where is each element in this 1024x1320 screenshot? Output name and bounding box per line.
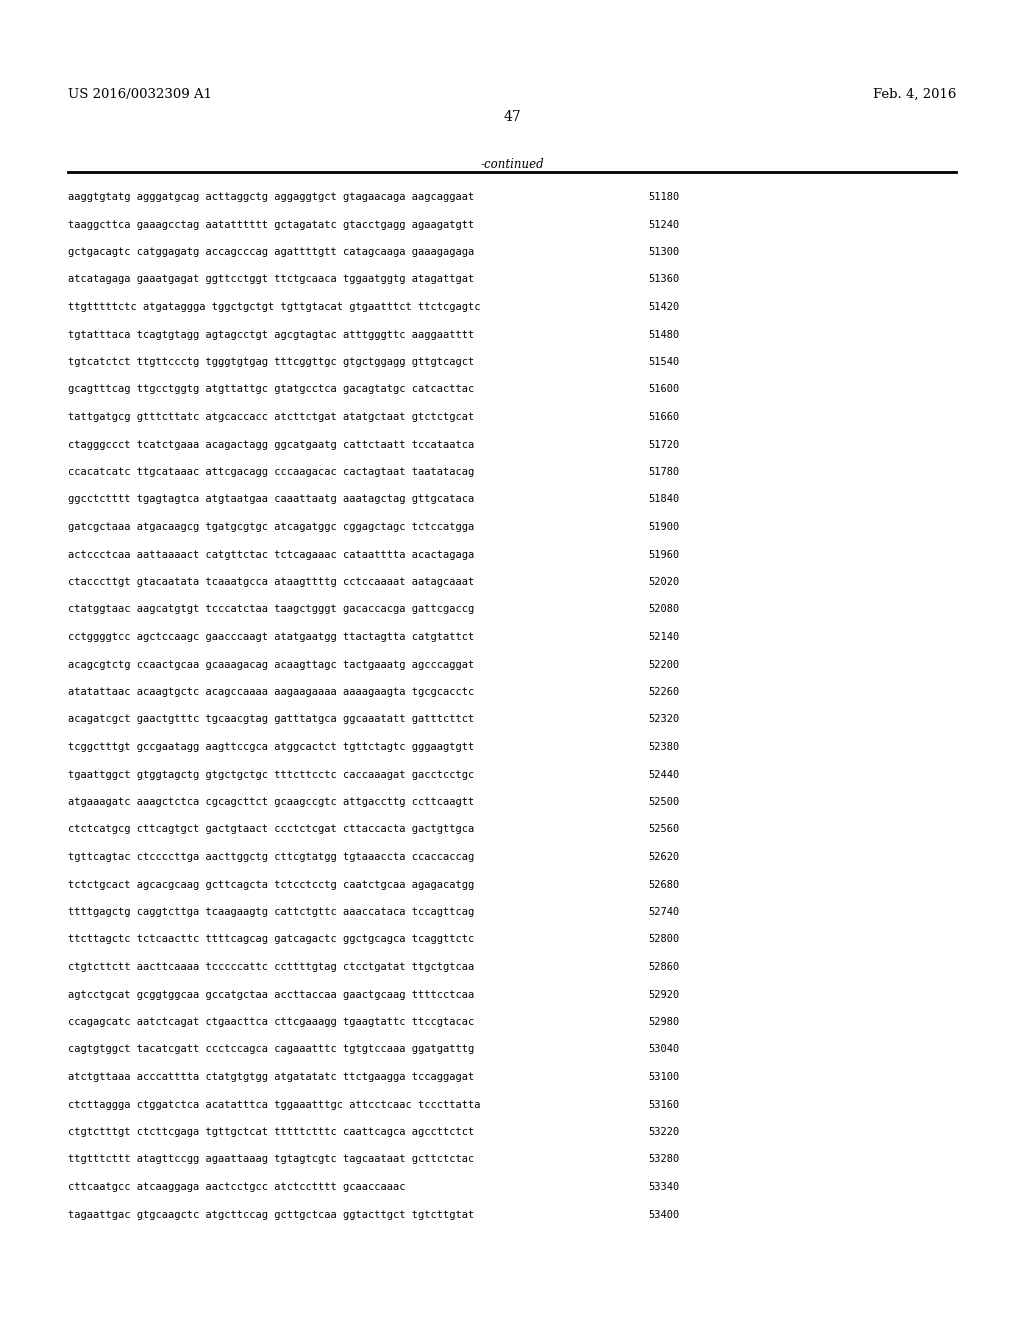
Text: atatattaac acaagtgctc acagccaaaa aagaagaaaa aaaagaagta tgcgcacctc: atatattaac acaagtgctc acagccaaaa aagaaga… xyxy=(68,686,474,697)
Text: 51240: 51240 xyxy=(648,219,679,230)
Text: 51480: 51480 xyxy=(648,330,679,339)
Text: 51840: 51840 xyxy=(648,495,679,504)
Text: 51600: 51600 xyxy=(648,384,679,395)
Text: 52860: 52860 xyxy=(648,962,679,972)
Text: 52800: 52800 xyxy=(648,935,679,945)
Text: 52620: 52620 xyxy=(648,851,679,862)
Text: ctgtcttctt aacttcaaaa tcccccattc ccttttgtag ctcctgatat ttgctgtcaa: ctgtcttctt aacttcaaaa tcccccattc ccttttg… xyxy=(68,962,474,972)
Text: 51420: 51420 xyxy=(648,302,679,312)
Text: ttgtttttctc atgataggga tggctgctgt tgttgtacat gtgaatttct ttctcgagtc: ttgtttttctc atgataggga tggctgctgt tgttgt… xyxy=(68,302,480,312)
Text: acagcgtctg ccaactgcaa gcaaagacag acaagttagc tactgaaatg agcccaggat: acagcgtctg ccaactgcaa gcaaagacag acaagtt… xyxy=(68,660,474,669)
Text: atctgttaaa acccatttta ctatgtgtgg atgatatatc ttctgaagga tccaggagat: atctgttaaa acccatttta ctatgtgtgg atgatat… xyxy=(68,1072,474,1082)
Text: agtcctgcat gcggtggcaa gccatgctaa accttaccaa gaactgcaag ttttcctcaa: agtcctgcat gcggtggcaa gccatgctaa accttac… xyxy=(68,990,474,999)
Text: gcagtttcag ttgcctggtg atgttattgc gtatgcctca gacagtatgc catcacttac: gcagtttcag ttgcctggtg atgttattgc gtatgcc… xyxy=(68,384,474,395)
Text: Feb. 4, 2016: Feb. 4, 2016 xyxy=(872,88,956,102)
Text: actccctcaa aattaaaact catgttctac tctcagaaac cataatttta acactagaga: actccctcaa aattaaaact catgttctac tctcaga… xyxy=(68,549,474,560)
Text: atgaaagatc aaagctctca cgcagcttct gcaagccgtc attgaccttg ccttcaagtt: atgaaagatc aaagctctca cgcagcttct gcaagcc… xyxy=(68,797,474,807)
Text: tcggctttgt gccgaatagg aagttccgca atggcactct tgttctagtc gggaagtgtt: tcggctttgt gccgaatagg aagttccgca atggcac… xyxy=(68,742,474,752)
Text: 52020: 52020 xyxy=(648,577,679,587)
Text: tctctgcact agcacgcaag gcttcagcta tctcctcctg caatctgcaa agagacatgg: tctctgcact agcacgcaag gcttcagcta tctcctc… xyxy=(68,879,474,890)
Text: tagaattgac gtgcaagctc atgcttccag gcttgctcaa ggtacttgct tgtcttgtat: tagaattgac gtgcaagctc atgcttccag gcttgct… xyxy=(68,1209,474,1220)
Text: ttttgagctg caggtcttga tcaagaagtg cattctgttc aaaccataca tccagttcag: ttttgagctg caggtcttga tcaagaagtg cattctg… xyxy=(68,907,474,917)
Text: tgtcatctct ttgttccctg tgggtgtgag tttcggttgc gtgctggagg gttgtcagct: tgtcatctct ttgttccctg tgggtgtgag tttcggt… xyxy=(68,356,474,367)
Text: tgaattggct gtggtagctg gtgctgctgc tttcttcctc caccaaagat gacctcctgc: tgaattggct gtggtagctg gtgctgctgc tttcttc… xyxy=(68,770,474,780)
Text: aaggtgtatg agggatgcag acttaggctg aggaggtgct gtagaacaga aagcaggaat: aaggtgtatg agggatgcag acttaggctg aggaggt… xyxy=(68,191,474,202)
Text: 53400: 53400 xyxy=(648,1209,679,1220)
Text: -continued: -continued xyxy=(480,158,544,172)
Text: 52320: 52320 xyxy=(648,714,679,725)
Text: 53100: 53100 xyxy=(648,1072,679,1082)
Text: tattgatgcg gtttcttatc atgcaccacc atcttctgat atatgctaat gtctctgcat: tattgatgcg gtttcttatc atgcaccacc atcttct… xyxy=(68,412,474,422)
Text: 52080: 52080 xyxy=(648,605,679,615)
Text: 53280: 53280 xyxy=(648,1155,679,1164)
Text: 53340: 53340 xyxy=(648,1181,679,1192)
Text: 52500: 52500 xyxy=(648,797,679,807)
Text: 51780: 51780 xyxy=(648,467,679,477)
Text: ccagagcatc aatctcagat ctgaacttca cttcgaaagg tgaagtattc ttccgtacac: ccagagcatc aatctcagat ctgaacttca cttcgaa… xyxy=(68,1016,474,1027)
Text: ttcttagctc tctcaacttc ttttcagcag gatcagactc ggctgcagca tcaggttctc: ttcttagctc tctcaacttc ttttcagcag gatcaga… xyxy=(68,935,474,945)
Text: cctggggtcc agctccaagc gaacccaagt atatgaatgg ttactagtta catgtattct: cctggggtcc agctccaagc gaacccaagt atatgaa… xyxy=(68,632,474,642)
Text: 52260: 52260 xyxy=(648,686,679,697)
Text: ctgtctttgt ctcttcgaga tgttgctcat tttttctttc caattcagca agccttctct: ctgtctttgt ctcttcgaga tgttgctcat tttttct… xyxy=(68,1127,474,1137)
Text: cttcaatgcc atcaaggaga aactcctgcc atctcctttt gcaaccaaac: cttcaatgcc atcaaggaga aactcctgcc atctcct… xyxy=(68,1181,406,1192)
Text: ctacccttgt gtacaatata tcaaatgcca ataagttttg cctccaaaat aatagcaaat: ctacccttgt gtacaatata tcaaatgcca ataagtt… xyxy=(68,577,474,587)
Text: 52680: 52680 xyxy=(648,879,679,890)
Text: gctgacagtc catggagatg accagcccag agattttgtt catagcaaga gaaagagaga: gctgacagtc catggagatg accagcccag agatttt… xyxy=(68,247,474,257)
Text: 52980: 52980 xyxy=(648,1016,679,1027)
Text: 51360: 51360 xyxy=(648,275,679,285)
Text: 52560: 52560 xyxy=(648,825,679,834)
Text: 52920: 52920 xyxy=(648,990,679,999)
Text: 51900: 51900 xyxy=(648,521,679,532)
Text: 52140: 52140 xyxy=(648,632,679,642)
Text: 51540: 51540 xyxy=(648,356,679,367)
Text: 52380: 52380 xyxy=(648,742,679,752)
Text: 51180: 51180 xyxy=(648,191,679,202)
Text: ggcctctttt tgagtagtca atgtaatgaa caaattaatg aaatagctag gttgcataca: ggcctctttt tgagtagtca atgtaatgaa caaatta… xyxy=(68,495,474,504)
Text: 53040: 53040 xyxy=(648,1044,679,1055)
Text: tgttcagtac ctccccttga aacttggctg cttcgtatgg tgtaaaccta ccaccaccag: tgttcagtac ctccccttga aacttggctg cttcgta… xyxy=(68,851,474,862)
Text: 52740: 52740 xyxy=(648,907,679,917)
Text: 51300: 51300 xyxy=(648,247,679,257)
Text: ccacatcatc ttgcataaac attcgacagg cccaagacac cactagtaat taatatacag: ccacatcatc ttgcataaac attcgacagg cccaaga… xyxy=(68,467,474,477)
Text: 51960: 51960 xyxy=(648,549,679,560)
Text: 53220: 53220 xyxy=(648,1127,679,1137)
Text: 53160: 53160 xyxy=(648,1100,679,1110)
Text: US 2016/0032309 A1: US 2016/0032309 A1 xyxy=(68,88,212,102)
Text: tgtatttaca tcagtgtagg agtagcctgt agcgtagtac atttgggttc aaggaatttt: tgtatttaca tcagtgtagg agtagcctgt agcgtag… xyxy=(68,330,474,339)
Text: cagtgtggct tacatcgatt ccctccagca cagaaatttc tgtgtccaaa ggatgatttg: cagtgtggct tacatcgatt ccctccagca cagaaat… xyxy=(68,1044,474,1055)
Text: atcatagaga gaaatgagat ggttcctggt ttctgcaaca tggaatggtg atagattgat: atcatagaga gaaatgagat ggttcctggt ttctgca… xyxy=(68,275,474,285)
Text: ttgtttcttt atagttccgg agaattaaag tgtagtcgtc tagcaataat gcttctctac: ttgtttcttt atagttccgg agaattaaag tgtagtc… xyxy=(68,1155,474,1164)
Text: ctctcatgcg cttcagtgct gactgtaact ccctctcgat cttaccacta gactgttgca: ctctcatgcg cttcagtgct gactgtaact ccctctc… xyxy=(68,825,474,834)
Text: gatcgctaaa atgacaagcg tgatgcgtgc atcagatggc cggagctagc tctccatgga: gatcgctaaa atgacaagcg tgatgcgtgc atcagat… xyxy=(68,521,474,532)
Text: 52440: 52440 xyxy=(648,770,679,780)
Text: ctcttaggga ctggatctca acatatttca tggaaatttgc attcctcaac tcccttatta: ctcttaggga ctggatctca acatatttca tggaaat… xyxy=(68,1100,480,1110)
Text: 51720: 51720 xyxy=(648,440,679,450)
Text: acagatcgct gaactgtttc tgcaacgtag gatttatgca ggcaaatatt gatttcttct: acagatcgct gaactgtttc tgcaacgtag gatttat… xyxy=(68,714,474,725)
Text: 47: 47 xyxy=(503,110,521,124)
Text: ctatggtaac aagcatgtgt tcccatctaa taagctgggt gacaccacga gattcgaccg: ctatggtaac aagcatgtgt tcccatctaa taagctg… xyxy=(68,605,474,615)
Text: ctagggccct tcatctgaaa acagactagg ggcatgaatg cattctaatt tccataatca: ctagggccct tcatctgaaa acagactagg ggcatga… xyxy=(68,440,474,450)
Text: taaggcttca gaaagcctag aatatttttt gctagatatc gtacctgagg agaagatgtt: taaggcttca gaaagcctag aatatttttt gctagat… xyxy=(68,219,474,230)
Text: 52200: 52200 xyxy=(648,660,679,669)
Text: 51660: 51660 xyxy=(648,412,679,422)
